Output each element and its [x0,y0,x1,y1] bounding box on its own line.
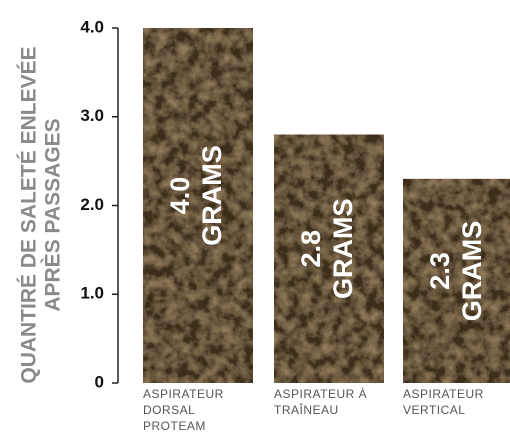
y-tick-label: 2.0 [80,195,104,214]
x-tick-label: ASPIRATEUR DORSAL PROTEAM [143,387,224,433]
value-label-number: 4.0 [165,177,195,215]
value-label-unit: GRAMS [328,199,358,300]
y-axis-title: QUANTIRÉ DE SALETÉ ENLEVÉE APRÈS PASSAGE… [18,46,65,383]
x-tick-label: ASPIRATEUR VERTICAL [403,387,484,417]
value-label: 2.3 GRAMS [425,221,487,322]
y-axis-title-line: QUANTIRÉ DE SALETÉ ENLEVÉE [18,46,41,383]
bar [274,134,384,383]
y-tick-label: 1.0 [80,284,104,303]
bar [403,178,510,383]
value-label-number: 2.3 [425,252,455,290]
value-label: 2.8 GRAMS [296,199,358,300]
bar [143,28,253,383]
value-label-unit: GRAMS [197,145,227,246]
value-label: 4.0 GRAMS [165,145,227,246]
x-tick-label: ASPIRATEUR À TRAÎNEAU [274,387,368,417]
y-tick-label: 4.0 [80,17,104,36]
value-label-number: 2.8 [296,230,326,268]
y-tick-label: 3.0 [80,106,104,125]
y-tick-label: 0 [95,372,104,391]
value-label-unit: GRAMS [457,221,487,322]
y-axis-title-line: APRÈS PASSAGES [42,118,65,311]
